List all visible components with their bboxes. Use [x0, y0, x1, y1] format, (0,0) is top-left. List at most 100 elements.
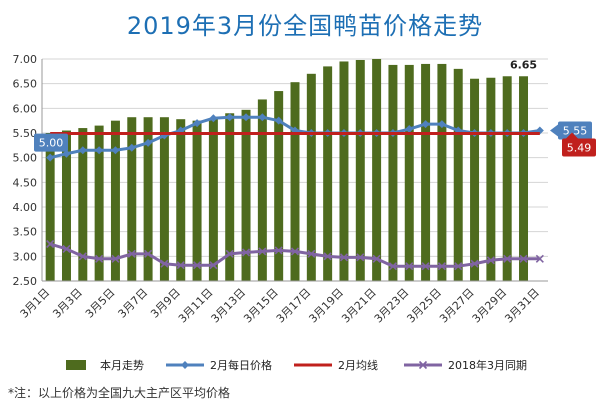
point [405, 125, 414, 134]
callout-end-label: 5.55 [563, 125, 588, 138]
y-tick-label: 5.00 [13, 152, 38, 165]
bar [306, 73, 316, 281]
y-tick-label: 5.50 [13, 127, 38, 140]
bar [323, 66, 333, 282]
x-tick-label: 3月19日 [306, 286, 346, 326]
point [193, 119, 202, 128]
y-tick-label: 7.00 [13, 53, 38, 66]
bar [437, 63, 447, 281]
bar [421, 63, 431, 281]
bar-series [45, 59, 529, 282]
bar [372, 59, 382, 281]
point [274, 246, 283, 255]
bar [208, 118, 218, 281]
bar [470, 78, 480, 281]
legend-marker [181, 361, 189, 369]
x-tick-label: 3月29日 [470, 286, 510, 326]
callout-start [34, 133, 68, 152]
x-tick-label: 3月7日 [116, 286, 151, 321]
point [111, 254, 120, 263]
legend-label: 本月走势 [100, 358, 144, 372]
x-tick-label: 3月5日 [83, 286, 118, 321]
callout-start-label: 5.00 [39, 137, 64, 150]
y-tick-label: 3.50 [13, 226, 38, 239]
point [486, 256, 495, 265]
legend-label: 2月每日价格 [210, 358, 272, 372]
bar [110, 120, 120, 282]
callout-red [562, 138, 596, 157]
point [274, 116, 283, 125]
bar [94, 125, 104, 281]
point [437, 262, 446, 271]
point [46, 153, 55, 162]
callout-end [558, 121, 592, 140]
point [356, 253, 365, 262]
bar [453, 68, 463, 281]
bar [192, 120, 202, 282]
point [290, 247, 300, 256]
point [405, 262, 414, 271]
x-tick-label: 3月3日 [50, 286, 85, 321]
callout-red-pointer [566, 132, 578, 139]
annotations: 6.65 5.00 5.55 5.49 [34, 58, 596, 157]
bar [78, 128, 88, 281]
bar [486, 77, 496, 281]
bar [519, 76, 529, 282]
legend-marker [418, 360, 428, 370]
point [258, 247, 267, 256]
footnote: *注：以上价格为全国九大主产区平均价格 [8, 386, 231, 400]
point [209, 261, 218, 270]
bar [45, 133, 55, 281]
y-tick-label: 6.50 [13, 78, 38, 91]
point [78, 252, 87, 261]
x-tick-label: 3月17日 [274, 286, 314, 326]
y-tick-label: 4.00 [13, 201, 38, 214]
chart-title: 2019年3月份全国鸭苗价格走势 [126, 12, 484, 40]
point [62, 244, 71, 253]
point [241, 248, 251, 257]
x-tick-label: 3月23日 [372, 286, 412, 326]
callout-red-label: 5.49 [567, 141, 592, 154]
point [78, 146, 87, 155]
bar-end-label: 6.65 [510, 58, 537, 71]
point [225, 113, 234, 122]
point [388, 262, 398, 271]
bar [241, 109, 251, 282]
point [95, 146, 104, 155]
bar [61, 130, 71, 281]
point [46, 239, 55, 249]
point [421, 120, 430, 129]
point [339, 253, 349, 262]
bar [355, 59, 365, 282]
bar [176, 119, 186, 281]
line-series [46, 113, 544, 271]
bar [257, 99, 267, 281]
x-axis: 3月1日3月3日3月5日3月7日3月9日3月11日3月13日3月15日3月17日… [18, 280, 548, 326]
point [519, 254, 528, 263]
point [111, 146, 120, 155]
legend-label: 2月均线 [338, 358, 378, 372]
point [209, 114, 218, 123]
x-tick-label: 3月21日 [339, 286, 379, 326]
point [503, 254, 512, 263]
point [307, 249, 316, 258]
point [535, 254, 544, 263]
bar [388, 64, 398, 281]
x-tick-label: 3月25日 [404, 286, 444, 326]
y-tick-label: 2.50 [13, 275, 38, 288]
x-tick-label: 3月15日 [241, 286, 281, 326]
x-tick-label: 3月31日 [502, 286, 542, 326]
x-tick-label: 3月27日 [437, 286, 477, 326]
legend-label: 2018年3月同期 [448, 358, 527, 372]
point [258, 113, 267, 122]
x-tick-label: 3月13日 [209, 286, 249, 326]
y-axis: 2.50 3.00 3.50 4.00 4.50 5.00 5.50 6.00 6.50 7.00 [13, 53, 43, 288]
bar [290, 82, 300, 281]
bar [339, 61, 349, 281]
point [95, 254, 104, 263]
y-tick-label: 3.00 [13, 250, 38, 263]
point [127, 143, 136, 152]
legend: 本月走势 2月每日价格 2月均线 2018年3月同期 [66, 358, 527, 372]
point [225, 249, 234, 258]
callout-end-pointer [550, 124, 558, 137]
